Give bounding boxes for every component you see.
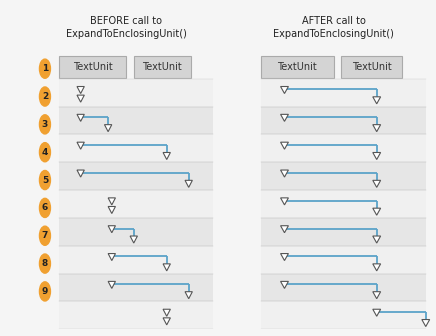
Polygon shape [185,292,192,299]
Polygon shape [373,236,381,243]
Circle shape [39,115,51,134]
Circle shape [39,170,51,190]
Polygon shape [163,264,170,271]
Circle shape [39,87,51,106]
Polygon shape [281,170,289,177]
Polygon shape [281,142,289,149]
FancyBboxPatch shape [59,56,126,78]
Text: TextUnit: TextUnit [352,62,392,72]
Bar [59,162,212,190]
Text: TextUnit: TextUnit [277,62,317,72]
Polygon shape [373,264,381,271]
Polygon shape [281,226,289,233]
Polygon shape [77,95,84,102]
Polygon shape [373,309,381,316]
Bar [59,218,212,246]
Polygon shape [77,170,84,177]
Polygon shape [281,86,289,93]
Text: 9: 9 [42,287,48,296]
Text: 1: 1 [42,64,48,73]
FancyBboxPatch shape [261,56,334,78]
Polygon shape [281,114,289,121]
Polygon shape [281,198,289,205]
Polygon shape [108,207,116,213]
Text: TextUnit: TextUnit [73,62,112,72]
Circle shape [39,254,51,273]
Bar [261,218,426,246]
Polygon shape [77,86,84,93]
Bar [261,246,426,274]
Polygon shape [77,114,84,121]
Bar [59,301,212,329]
Polygon shape [373,153,381,160]
Polygon shape [373,292,381,299]
Bar [59,79,212,107]
Polygon shape [373,125,381,132]
Text: 7: 7 [42,231,48,240]
Bar [59,134,212,162]
Polygon shape [185,180,192,187]
Polygon shape [108,198,116,205]
Text: 5: 5 [42,175,48,184]
Bar [261,107,426,134]
Text: 2: 2 [42,92,48,101]
Bar [59,190,212,218]
Bar [261,301,426,329]
Polygon shape [422,320,430,327]
Polygon shape [108,254,116,261]
FancyBboxPatch shape [134,56,191,78]
Circle shape [39,226,51,245]
Text: 3: 3 [42,120,48,129]
Bar [261,190,426,218]
Polygon shape [130,236,137,243]
Polygon shape [163,153,170,160]
Bar [261,134,426,162]
Polygon shape [108,281,116,288]
Circle shape [39,198,51,217]
Bar [59,246,212,274]
Text: TextUnit: TextUnit [142,62,182,72]
Bar [59,107,212,134]
Polygon shape [281,254,289,261]
Polygon shape [77,142,84,149]
Bar [261,79,426,107]
FancyBboxPatch shape [341,56,402,78]
Text: BEFORE call to
ExpandToEnclosingUnit(): BEFORE call to ExpandToEnclosingUnit() [66,16,187,39]
Bar [261,162,426,190]
Circle shape [39,143,51,162]
Circle shape [39,282,51,301]
Text: 6: 6 [42,203,48,212]
Polygon shape [281,281,289,288]
Polygon shape [373,208,381,215]
Bar [261,274,426,301]
Polygon shape [108,226,116,233]
Polygon shape [373,97,381,104]
Circle shape [39,59,51,78]
Text: 4: 4 [42,148,48,157]
Polygon shape [373,180,381,187]
Polygon shape [163,309,170,316]
Bar [59,274,212,301]
Polygon shape [105,125,112,132]
Text: AFTER call to
ExpandToEnclosingUnit(): AFTER call to ExpandToEnclosingUnit() [273,16,394,39]
Polygon shape [163,318,170,325]
Text: 8: 8 [42,259,48,268]
